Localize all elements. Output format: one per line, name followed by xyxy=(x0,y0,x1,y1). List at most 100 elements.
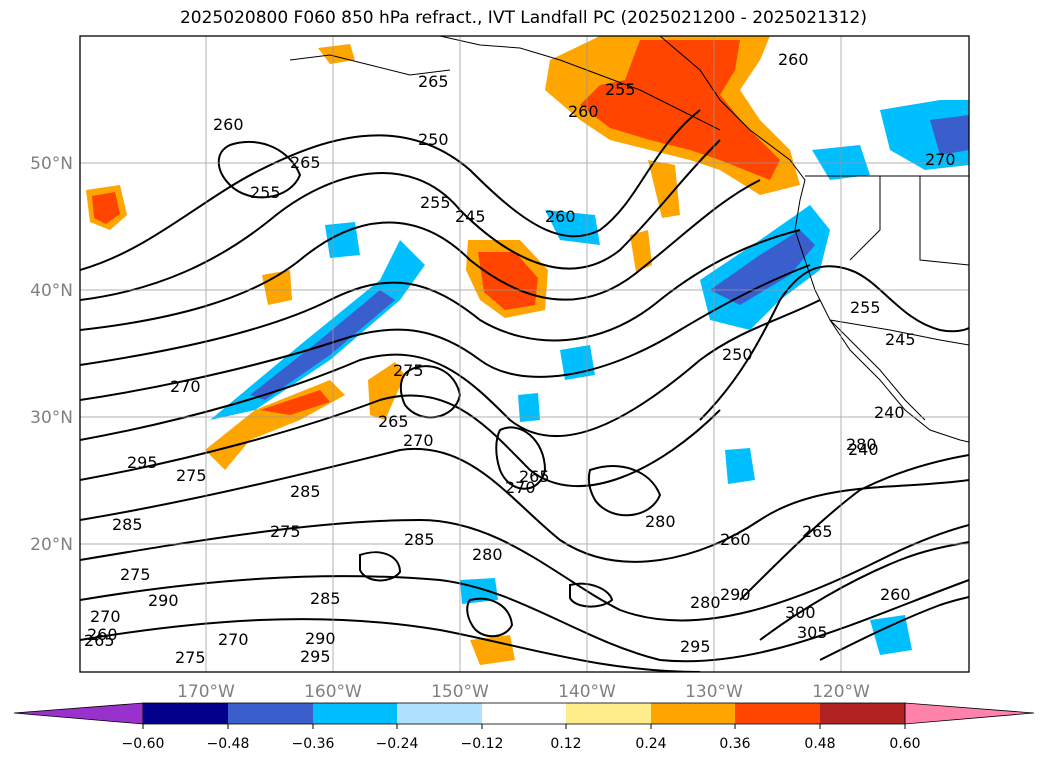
contour-label: 260 xyxy=(720,530,751,549)
colorbar-tick-label: −0.60 xyxy=(122,736,165,752)
contour-label: 260 xyxy=(87,625,118,644)
alaska-coast xyxy=(439,36,721,131)
contour-line xyxy=(217,140,302,199)
contour-label: 260 xyxy=(778,50,809,69)
contour-label: 260 xyxy=(568,102,599,121)
colorbar-segment xyxy=(228,703,313,724)
contour-label: 240 xyxy=(848,440,879,459)
contour-label: 290 xyxy=(148,591,179,610)
contour-label: 265 xyxy=(802,522,833,541)
contour-label: 275 xyxy=(120,565,151,584)
lat-label: 20°N xyxy=(30,535,73,555)
contour-line xyxy=(80,139,721,301)
contour-label: 285 xyxy=(310,589,341,608)
colorbar-tick-label: 0.24 xyxy=(635,736,666,752)
colorbar-extend-max xyxy=(904,702,1035,725)
shade-interior-cold-core xyxy=(930,115,969,155)
refractivity-shading xyxy=(86,36,969,665)
contour-label: 270 xyxy=(218,630,249,649)
shade-central-pacific-core xyxy=(478,252,538,310)
colorbar-tick-label: −0.24 xyxy=(376,736,419,752)
colorbar-frame xyxy=(142,702,906,725)
colorbar-tick-label: 0.12 xyxy=(550,736,581,752)
contour-label: 245 xyxy=(455,207,486,226)
lat-lon-grid xyxy=(80,36,969,672)
colorbar-segment xyxy=(313,703,397,724)
colorbar-segment xyxy=(397,703,482,724)
shade-cold-blob-1 xyxy=(325,222,360,258)
shade-dateline-small xyxy=(262,270,292,305)
contour-label: 295 xyxy=(127,453,158,472)
contour-line xyxy=(495,426,547,490)
colorbar-tick-label: −0.12 xyxy=(461,736,504,752)
latitude-labels: 50°N 40°N 30°N 20°N xyxy=(30,154,73,555)
contour-label: 265 xyxy=(378,412,409,431)
lon-label: 120°W xyxy=(812,682,870,702)
colorbar-tick-label: 0.36 xyxy=(719,736,750,752)
contour-label: 270 xyxy=(170,377,201,396)
contour-line xyxy=(80,179,761,331)
contour-label: 265 xyxy=(418,72,449,91)
shade-blob-south xyxy=(470,635,515,665)
contour-line xyxy=(759,541,969,641)
colorbar-segment xyxy=(651,703,735,724)
colorbar-tick-label: 0.60 xyxy=(889,736,920,752)
contour-label: 285 xyxy=(290,482,321,501)
contour-label: 270 xyxy=(505,478,536,497)
contour-line xyxy=(739,454,969,601)
contour-line xyxy=(80,229,801,366)
shade-blob-48n xyxy=(648,160,680,218)
contour-label: 305 xyxy=(797,623,828,642)
contour-label: 265 xyxy=(84,631,115,650)
contour-line xyxy=(80,447,969,563)
contour-line xyxy=(80,109,701,271)
lon-label: 170°W xyxy=(177,682,235,702)
state-border-1 xyxy=(849,176,881,261)
refractivity-contours xyxy=(80,109,969,672)
contour-label: 275 xyxy=(176,466,207,485)
map-plot-area: 265 255 260 250 255 245 260 260 255 265 … xyxy=(80,36,969,672)
contour-label: 255 xyxy=(250,183,281,202)
contour-label: 260 xyxy=(880,585,911,604)
colorbar-segment xyxy=(820,703,905,724)
contour-line xyxy=(80,518,969,622)
contour-label: 290 xyxy=(305,629,336,648)
contour-label: 245 xyxy=(885,330,916,349)
contour-label: 300 xyxy=(785,603,816,622)
contour-label: 275 xyxy=(175,648,206,667)
colorbar-extend-min xyxy=(13,702,144,725)
shade-west-blob-core xyxy=(92,192,120,224)
contour-line xyxy=(80,299,821,441)
colorbar-segment xyxy=(482,703,566,724)
contour-line xyxy=(819,596,969,661)
contour-label: 295 xyxy=(680,637,711,656)
contour-label: 270 xyxy=(403,431,434,450)
lon-label: 150°W xyxy=(431,682,489,702)
contour-line xyxy=(80,575,969,663)
contour-label: 250 xyxy=(722,345,753,364)
shade-cold-blob-7 xyxy=(518,393,540,422)
shade-blob-30n xyxy=(368,362,405,420)
contour-label: 280 xyxy=(472,545,503,564)
colorbar-segment xyxy=(566,703,651,724)
contour-label: 255 xyxy=(605,80,636,99)
colorbar-ticks xyxy=(142,724,906,729)
colorbar-tick-label: −0.36 xyxy=(292,736,335,752)
baja-coast xyxy=(829,319,926,421)
lat-label: 30°N xyxy=(30,408,73,428)
shade-cold-blob-6 xyxy=(725,448,755,484)
state-border-2 xyxy=(919,176,969,266)
shade-cold-blob-4 xyxy=(460,578,498,604)
shade-ar-cold-band xyxy=(210,240,425,420)
shade-blob-42n xyxy=(630,230,652,272)
contour-labels: 265 255 260 250 255 245 260 260 255 265 … xyxy=(84,50,956,667)
contour-label: 265 xyxy=(519,467,550,486)
colorbar-tick-label: 0.48 xyxy=(804,736,835,752)
shade-cold-blob-5 xyxy=(870,615,912,655)
shade-coast-cold-core xyxy=(710,230,815,305)
contour-line xyxy=(569,582,614,608)
contour-label: 260 xyxy=(213,115,244,134)
contour-label: 275 xyxy=(270,522,301,541)
contour-line xyxy=(359,551,402,582)
colorbar-segment xyxy=(735,703,820,724)
